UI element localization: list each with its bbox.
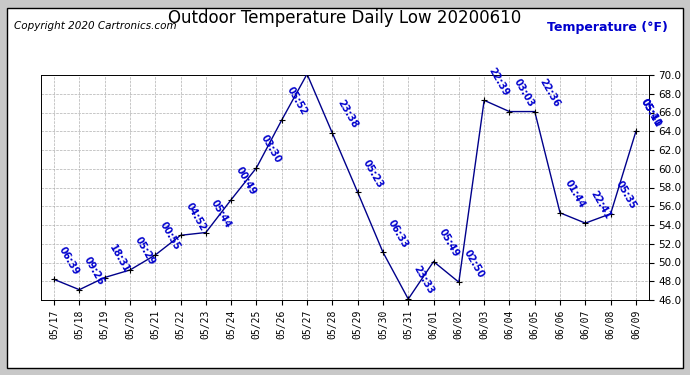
Text: 05:44: 05:44 bbox=[208, 198, 233, 230]
Text: 00:49: 00:49 bbox=[234, 165, 258, 197]
Text: 22:41: 22:41 bbox=[588, 189, 612, 220]
Text: 01:44: 01:44 bbox=[563, 178, 587, 210]
Text: 23:33: 23:33 bbox=[411, 264, 435, 296]
Text: 09:26: 09:26 bbox=[82, 255, 106, 287]
Text: 05:49: 05:49 bbox=[436, 227, 460, 259]
Text: 02:50: 02:50 bbox=[462, 248, 486, 279]
Text: 18:31: 18:31 bbox=[108, 243, 132, 275]
Text: 06:39: 06:39 bbox=[57, 245, 81, 277]
Text: 22:36: 22:36 bbox=[538, 77, 562, 109]
Text: 23:38: 23:38 bbox=[335, 98, 359, 130]
Text: 00:55: 00:55 bbox=[158, 220, 182, 252]
Text: 05:11: 05:11 bbox=[639, 97, 663, 129]
Text: 05:23: 05:23 bbox=[360, 158, 384, 189]
Text: 05:40: 05:40 bbox=[639, 97, 663, 129]
Text: 04:52: 04:52 bbox=[184, 201, 208, 232]
Text: 06:33: 06:33 bbox=[386, 217, 410, 249]
Text: Temperature (°F): Temperature (°F) bbox=[546, 21, 668, 34]
Text: 22:39: 22:39 bbox=[487, 66, 511, 98]
Text: Outdoor Temperature Daily Low 20200610: Outdoor Temperature Daily Low 20200610 bbox=[168, 9, 522, 27]
Text: 23:56: 23:56 bbox=[0, 374, 1, 375]
Text: 05:52: 05:52 bbox=[284, 86, 308, 117]
Text: 05:29: 05:29 bbox=[132, 236, 157, 267]
Text: 03:03: 03:03 bbox=[512, 77, 536, 109]
Text: 05:35: 05:35 bbox=[613, 179, 638, 211]
Text: 03:30: 03:30 bbox=[259, 133, 284, 165]
Text: Copyright 2020 Cartronics.com: Copyright 2020 Cartronics.com bbox=[14, 21, 177, 31]
